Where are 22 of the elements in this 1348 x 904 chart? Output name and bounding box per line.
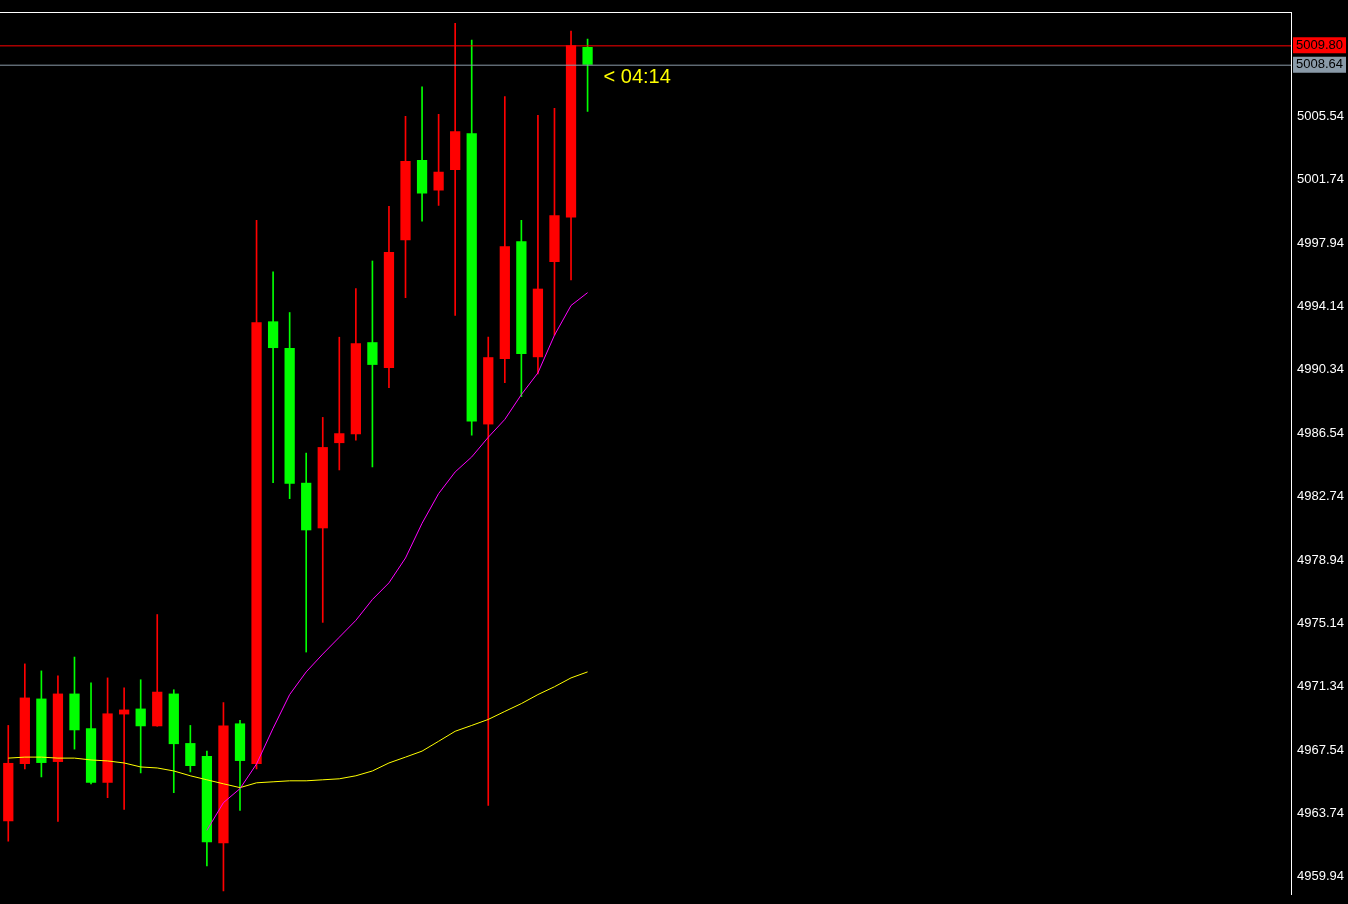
- candlestick: [334, 336, 345, 471]
- y-tick-label: 4978.94: [1297, 551, 1345, 567]
- y-tick-label: 4975.14: [1297, 614, 1345, 630]
- annotation: < 04:14: [603, 65, 671, 88]
- y-tick-label: 4971.34: [1297, 678, 1345, 694]
- y-tick-label: 4990.34: [1297, 361, 1345, 377]
- y-tick-label: 4986.54: [1297, 424, 1345, 440]
- y-tick-label: 4967.54: [1297, 741, 1345, 757]
- candlestick: [483, 336, 494, 806]
- y-tick-label: 5001.74: [1297, 171, 1345, 187]
- y-tick-label: 4963.74: [1297, 805, 1345, 821]
- candlestick: [267, 271, 279, 484]
- y-tick-label: 4982.74: [1297, 488, 1345, 504]
- y-tick-label: 4997.94: [1297, 234, 1345, 250]
- y-tick-label: 4959.94: [1297, 868, 1345, 884]
- candlestick: [416, 86, 428, 222]
- candlestick: [301, 452, 312, 653]
- candlestick: [135, 679, 146, 774]
- y-tick-label: 5005.54: [1297, 107, 1345, 123]
- y-tick-label: 4994.14: [1297, 298, 1345, 314]
- ref-line-label: 5008.64: [1296, 56, 1344, 72]
- ref-line-label: 5009.80: [1296, 36, 1344, 52]
